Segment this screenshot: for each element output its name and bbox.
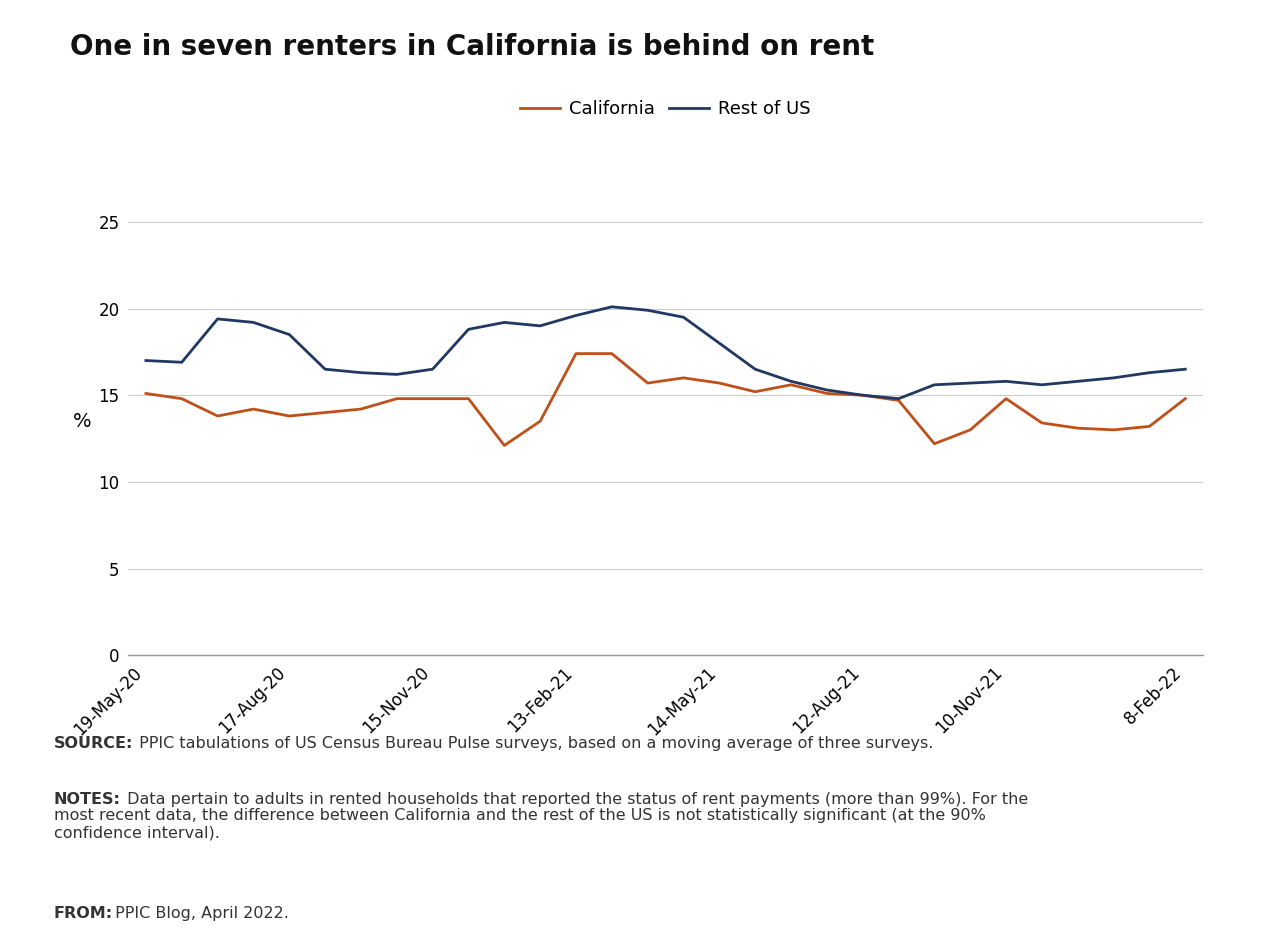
California: [389, 393, 404, 404]
California: [353, 403, 369, 415]
Rest of US: [927, 379, 942, 390]
California: [210, 410, 225, 421]
Rest of US: [640, 304, 655, 315]
Rest of US: [819, 385, 835, 396]
Legend: California, Rest of US: California, Rest of US: [513, 94, 818, 125]
Rest of US: [138, 355, 154, 366]
Line: Rest of US: Rest of US: [146, 307, 1185, 399]
Rest of US: [1178, 363, 1193, 374]
Rest of US: [891, 393, 906, 404]
California: [246, 403, 261, 415]
Rest of US: [389, 369, 404, 380]
Text: FROM:: FROM:: [54, 906, 113, 921]
Rest of US: [317, 363, 333, 374]
Rest of US: [676, 312, 691, 323]
California: [676, 373, 691, 384]
Rest of US: [532, 320, 548, 331]
Text: confidence interval).: confidence interval).: [54, 826, 220, 841]
California: [891, 395, 906, 406]
Text: SOURCE:: SOURCE:: [54, 737, 133, 752]
Rest of US: [855, 389, 870, 401]
Rest of US: [461, 324, 476, 335]
California: [1142, 421, 1157, 432]
Text: PPIC tabulations of US Census Bureau Pulse surveys, based on a moving average of: PPIC tabulations of US Census Bureau Pul…: [134, 737, 934, 752]
Text: most recent data, the difference between California and the rest of the US is no: most recent data, the difference between…: [54, 809, 986, 824]
Rest of US: [604, 301, 620, 313]
California: [748, 387, 763, 398]
Rest of US: [246, 316, 261, 328]
California: [604, 348, 620, 359]
California: [497, 440, 512, 451]
California: [1070, 422, 1085, 433]
Rest of US: [712, 338, 727, 349]
Rest of US: [998, 375, 1014, 387]
California: [927, 438, 942, 449]
Rest of US: [282, 329, 297, 340]
Rest of US: [174, 357, 189, 368]
California: [640, 377, 655, 388]
California: [998, 393, 1014, 404]
Rest of US: [497, 316, 512, 328]
Rest of US: [1142, 367, 1157, 378]
Rest of US: [425, 363, 440, 374]
California: [138, 388, 154, 399]
Rest of US: [1070, 375, 1085, 387]
California: [425, 393, 440, 404]
Rest of US: [963, 377, 978, 388]
California: [568, 348, 584, 359]
Rest of US: [353, 367, 369, 378]
California: [317, 407, 333, 418]
California: [532, 416, 548, 427]
California: [1106, 424, 1121, 435]
Rest of US: [210, 314, 225, 325]
California: [963, 424, 978, 435]
California: [1178, 393, 1193, 404]
California: [819, 388, 835, 399]
California: [783, 379, 799, 390]
Line: California: California: [146, 354, 1185, 446]
Rest of US: [748, 363, 763, 374]
California: [461, 393, 476, 404]
Rest of US: [783, 375, 799, 387]
Text: PPIC Blog, April 2022.: PPIC Blog, April 2022.: [110, 906, 289, 921]
Text: One in seven renters in California is behind on rent: One in seven renters in California is be…: [70, 33, 874, 61]
Y-axis label: %: %: [73, 412, 91, 431]
California: [712, 377, 727, 388]
California: [282, 410, 297, 421]
California: [1034, 417, 1050, 429]
Rest of US: [568, 310, 584, 321]
Rest of US: [1034, 379, 1050, 390]
California: [174, 393, 189, 404]
Text: Data pertain to adults in rented households that reported the status of rent pay: Data pertain to adults in rented househo…: [122, 792, 1028, 807]
Text: NOTES:: NOTES:: [54, 792, 120, 807]
California: [855, 389, 870, 401]
Rest of US: [1106, 373, 1121, 384]
